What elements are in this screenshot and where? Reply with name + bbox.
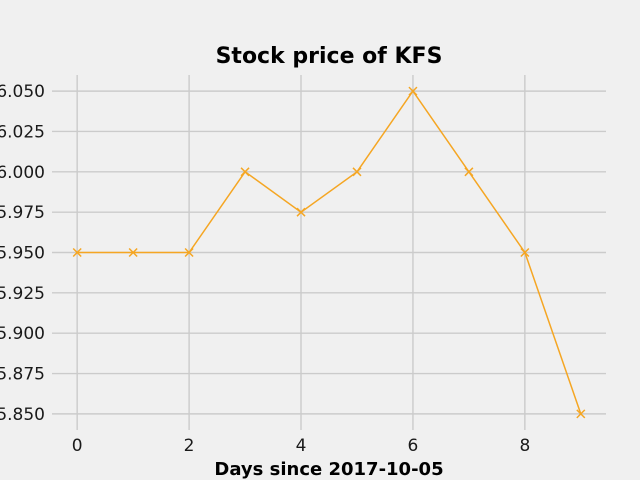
marker-stroke <box>576 409 586 419</box>
y-tick-label: 5.975 <box>0 203 45 223</box>
x-tick-label: 2 <box>184 436 195 456</box>
data-point-marker <box>296 207 306 217</box>
data-point-marker <box>184 247 194 258</box>
y-tick-label: 5.875 <box>0 365 45 385</box>
data-point-marker <box>352 167 362 177</box>
series <box>72 86 586 419</box>
y-tick-label: 5.850 <box>0 405 45 425</box>
y-tick-label: 6.000 <box>0 163 45 183</box>
marker-stroke <box>72 247 82 258</box>
y-tick-label: 6.050 <box>0 82 45 102</box>
y-tick-labels: 5.850 5.875 5.900 5.925 5.950 5.975 6.000 6.025… <box>0 82 45 425</box>
data-point-marker <box>408 86 418 96</box>
x-tick-labels: 0 2 4 6 8 <box>72 436 531 456</box>
marker-stroke <box>464 167 474 177</box>
data-point-marker <box>464 167 474 177</box>
x-tick-label: 0 <box>72 436 83 456</box>
x-axis-label: Days since 2017-10-05 <box>214 459 443 480</box>
marker-stroke <box>296 207 306 217</box>
y-tick-label: 5.950 <box>0 244 45 264</box>
marker-stroke <box>184 247 194 258</box>
chart-title: Stock price of KFS <box>216 44 443 69</box>
y-tick-label: 5.900 <box>0 324 45 344</box>
x-tick-label: 6 <box>408 436 419 456</box>
marker-stroke <box>240 167 250 177</box>
data-point-marker <box>520 247 530 258</box>
marker-stroke <box>520 247 530 258</box>
y-tick-label: 5.925 <box>0 284 45 304</box>
y-tick-label: 6.025 <box>0 122 45 142</box>
x-tick-label: 4 <box>296 436 307 456</box>
marker-stroke <box>408 86 418 96</box>
x-tick-label: 8 <box>519 436 530 456</box>
marker-stroke <box>352 167 362 177</box>
data-point-marker <box>72 247 82 258</box>
data-point-marker <box>576 409 586 419</box>
data-point-marker <box>128 247 138 258</box>
marker-stroke <box>128 247 138 258</box>
data-point-marker <box>240 167 250 177</box>
series-line <box>77 89 582 415</box>
